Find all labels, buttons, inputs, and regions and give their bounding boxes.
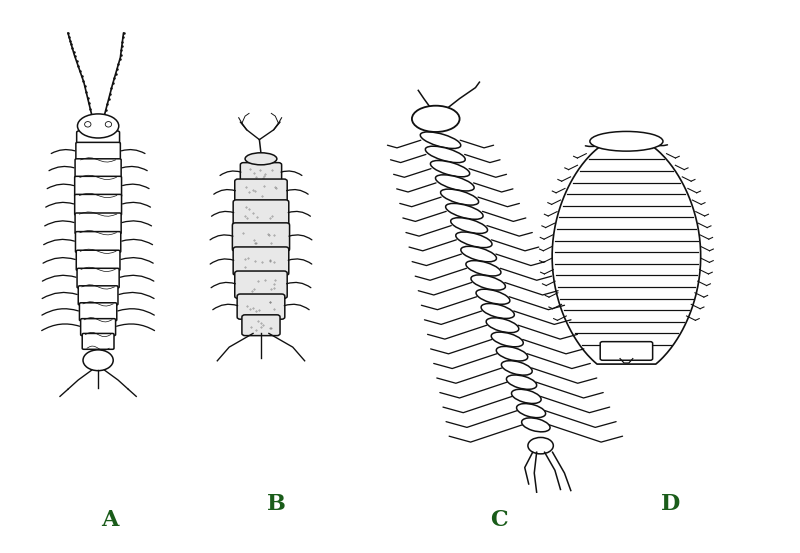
- Ellipse shape: [502, 361, 532, 375]
- Ellipse shape: [245, 153, 277, 165]
- FancyBboxPatch shape: [74, 176, 122, 196]
- Ellipse shape: [83, 350, 114, 371]
- FancyBboxPatch shape: [74, 195, 122, 215]
- Ellipse shape: [450, 218, 487, 233]
- Ellipse shape: [486, 318, 519, 332]
- Ellipse shape: [522, 418, 550, 432]
- Ellipse shape: [461, 246, 497, 262]
- Ellipse shape: [412, 106, 459, 132]
- Ellipse shape: [590, 132, 663, 151]
- FancyBboxPatch shape: [78, 286, 118, 305]
- Ellipse shape: [506, 375, 537, 389]
- FancyBboxPatch shape: [79, 303, 117, 321]
- Ellipse shape: [496, 346, 528, 361]
- Ellipse shape: [426, 146, 466, 163]
- Text: A: A: [102, 509, 118, 531]
- Ellipse shape: [511, 389, 541, 404]
- Ellipse shape: [456, 232, 492, 248]
- FancyBboxPatch shape: [233, 247, 289, 275]
- FancyBboxPatch shape: [82, 333, 114, 349]
- Text: D: D: [661, 493, 680, 515]
- FancyBboxPatch shape: [234, 271, 287, 299]
- Ellipse shape: [106, 122, 112, 127]
- FancyBboxPatch shape: [76, 250, 120, 270]
- FancyBboxPatch shape: [237, 294, 285, 319]
- Ellipse shape: [420, 132, 461, 148]
- Ellipse shape: [78, 114, 118, 138]
- Ellipse shape: [430, 160, 470, 177]
- Ellipse shape: [491, 332, 523, 347]
- FancyBboxPatch shape: [77, 131, 119, 145]
- FancyBboxPatch shape: [77, 268, 119, 288]
- Ellipse shape: [476, 289, 510, 304]
- Ellipse shape: [441, 189, 478, 205]
- Polygon shape: [552, 137, 701, 364]
- FancyBboxPatch shape: [232, 223, 290, 251]
- FancyBboxPatch shape: [234, 179, 287, 204]
- Ellipse shape: [481, 304, 514, 319]
- FancyBboxPatch shape: [75, 213, 121, 234]
- FancyBboxPatch shape: [233, 200, 289, 227]
- Ellipse shape: [85, 122, 91, 127]
- FancyBboxPatch shape: [75, 232, 121, 252]
- Ellipse shape: [466, 260, 501, 276]
- Ellipse shape: [446, 204, 483, 220]
- FancyBboxPatch shape: [81, 319, 115, 336]
- Ellipse shape: [517, 404, 546, 418]
- Text: B: B: [267, 493, 286, 515]
- Ellipse shape: [435, 175, 474, 191]
- Text: C: C: [490, 509, 508, 531]
- FancyBboxPatch shape: [76, 142, 120, 161]
- Ellipse shape: [471, 275, 506, 290]
- Ellipse shape: [528, 437, 554, 454]
- FancyBboxPatch shape: [240, 163, 282, 184]
- FancyBboxPatch shape: [600, 342, 653, 360]
- FancyBboxPatch shape: [242, 315, 280, 336]
- FancyBboxPatch shape: [75, 159, 121, 179]
